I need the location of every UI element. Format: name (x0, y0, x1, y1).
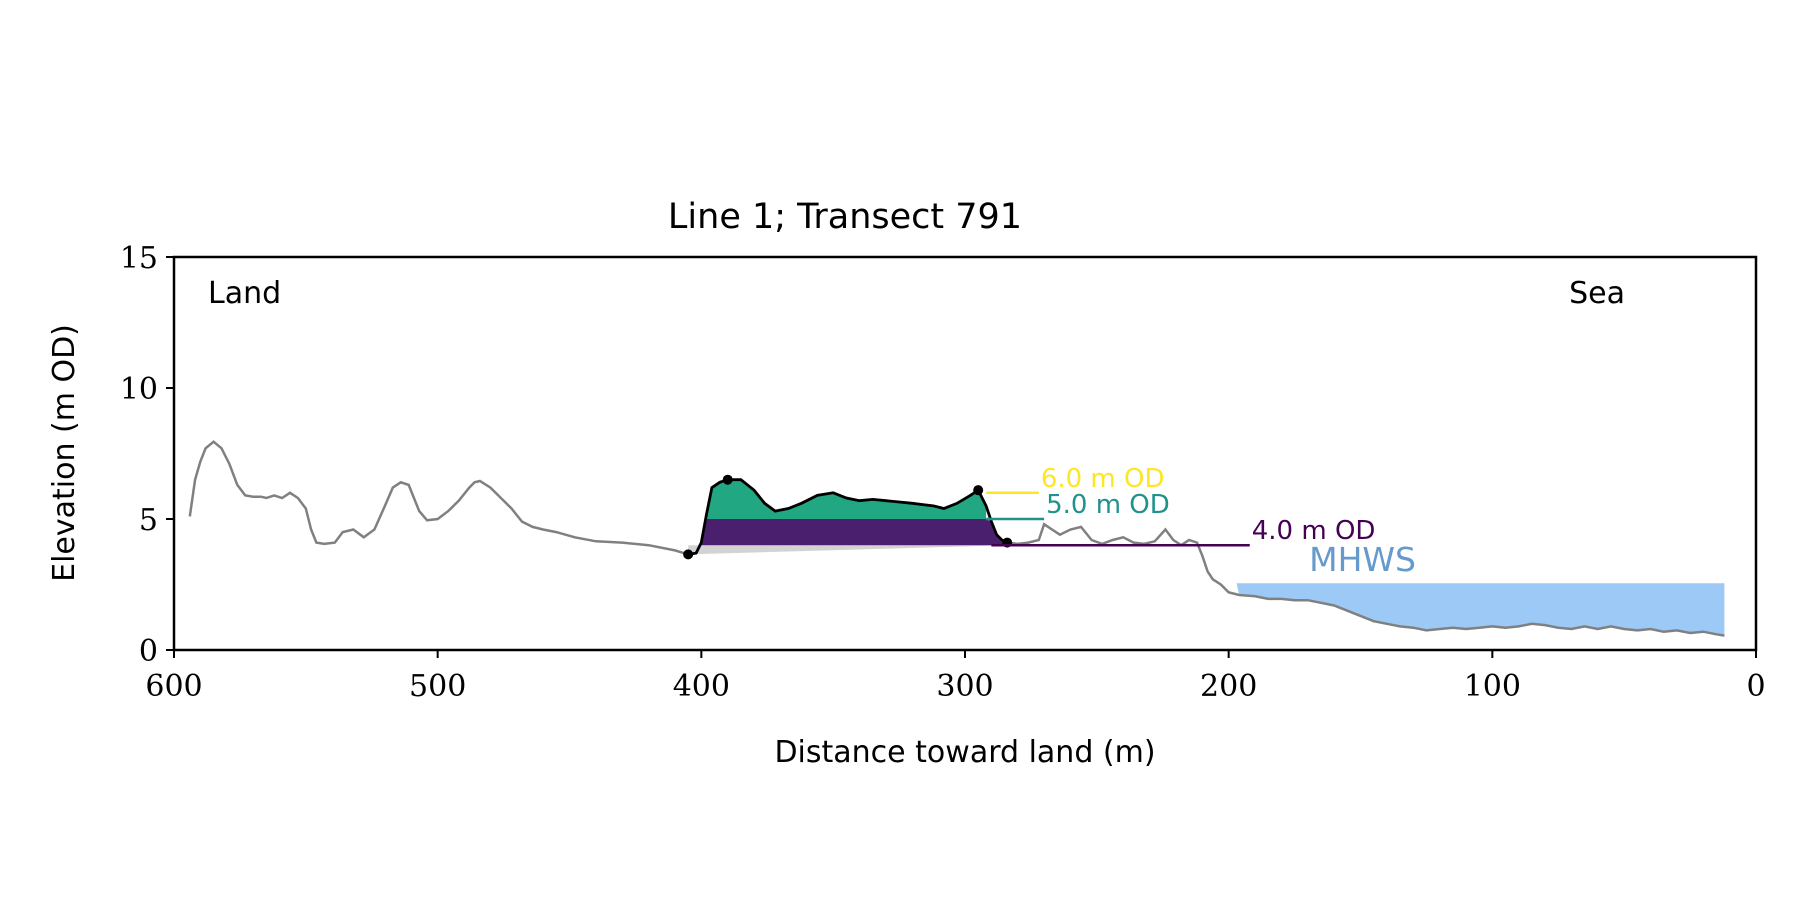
y-tick-label: 5 (139, 503, 158, 538)
y-tick-label: 10 (120, 372, 158, 407)
level-label: 5.0 m OD (1046, 490, 1170, 520)
level-label: 4.0 m OD (1252, 516, 1376, 546)
x-tick-label: 200 (1200, 669, 1257, 704)
x-tick-label: 100 (1464, 669, 1521, 704)
y-tick-label: 0 (139, 634, 158, 669)
x-tick-label: 0 (1746, 669, 1765, 704)
y-tick-label: 15 (120, 241, 158, 276)
x-tick-label: 500 (409, 669, 466, 704)
x-tick-label: 600 (145, 669, 202, 704)
dune-marker-point (683, 549, 694, 560)
x-axis-label: Distance toward land (m) (774, 735, 1155, 770)
mhws-water-fill (1236, 583, 1725, 636)
dune-marker-point (973, 485, 984, 496)
level-label: 6.0 m OD (1041, 464, 1165, 494)
land-label: Land (208, 276, 281, 311)
x-tick-label: 300 (936, 669, 993, 704)
y-axis-label: Elevation (m OD) (47, 324, 82, 582)
chart-title: Line 1; Transect 791 (668, 197, 1022, 237)
sea-label: Sea (1569, 276, 1625, 311)
dune-marker-point (722, 474, 733, 485)
plot-area: MHWS 6.0 m OD5.0 m OD 4.0 m OD (188, 440, 1725, 637)
band-4-to-5m (701, 519, 1008, 546)
below-datum-wedge (688, 545, 1008, 555)
axis-ticks: 600 500 400 300 200 100 0 0 5 10 15 (120, 241, 1766, 704)
x-tick-label: 400 (673, 669, 730, 704)
mhws-label: MHWS (1309, 540, 1416, 579)
